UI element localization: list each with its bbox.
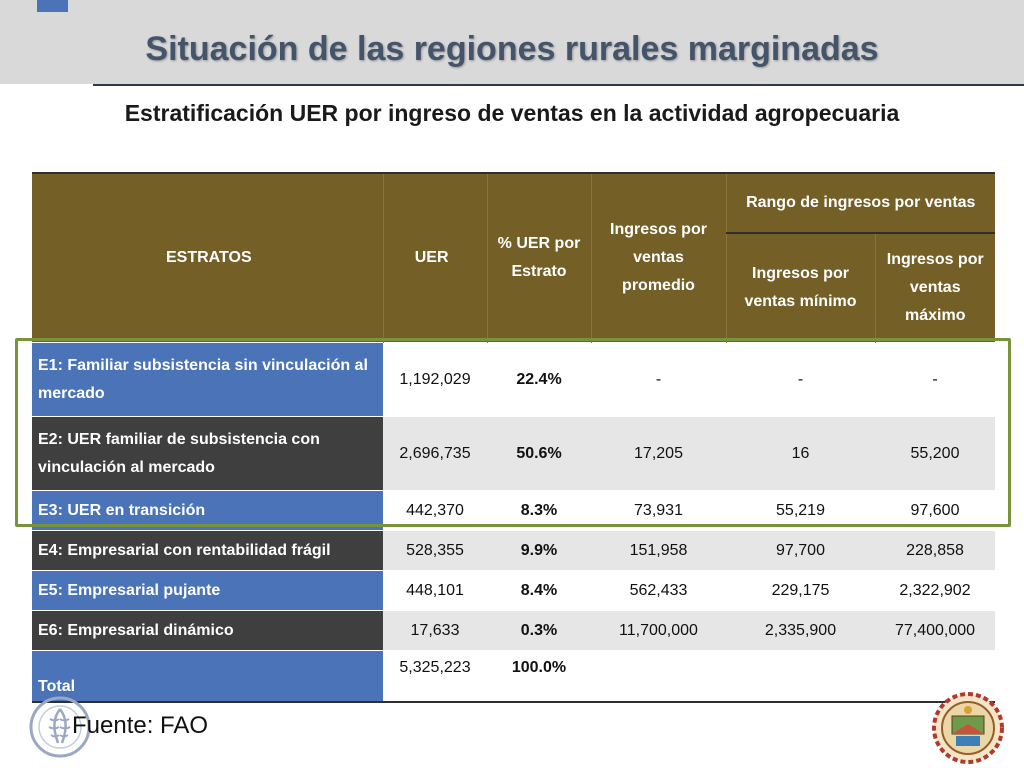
cell-pct: 50.6% [487, 416, 591, 491]
cell-max: 55,200 [875, 416, 996, 491]
row-label: E4: Empresarial con rentabilidad frágil [32, 530, 383, 571]
title-underline [93, 84, 1024, 86]
header-pct-uer: % UER por Estrato [487, 172, 592, 343]
cell-min: 229,175 [726, 570, 875, 611]
cell-min: 16 [726, 416, 875, 491]
cell-avg: 151,958 [591, 530, 726, 571]
strata-table: ESTRATOS UER % UER por Estrato Ingresos … [32, 172, 996, 703]
cell-pct: 22.4% [487, 342, 591, 417]
cell-max: 97,600 [875, 490, 996, 531]
cell-uer: 448,101 [383, 570, 487, 611]
header-min-income: Ingresos por ventas mínimo [726, 233, 876, 343]
source-note: Fuente: FAO [72, 712, 209, 739]
cell-uer: 2,696,735 [383, 416, 487, 491]
cell-min: 2,335,900 [726, 610, 875, 651]
cell-uer: 1,192,029 [383, 342, 487, 417]
header-max-income: Ingresos por ventas máximo [875, 233, 996, 343]
cell-avg: 17,205 [591, 416, 726, 491]
cell-pct: 8.3% [487, 490, 591, 531]
total-pct: 100.0% [487, 650, 591, 702]
total-empty-cell [875, 650, 996, 702]
slide-title: Situación de las regiones rurales margin… [145, 30, 879, 68]
table-row-total: Total 5,325,223 100.0% [32, 650, 996, 702]
cell-min: 97,700 [726, 530, 875, 571]
row-label: E1: Familiar subsistencia sin vinculació… [32, 342, 383, 417]
cell-avg: - [591, 342, 726, 417]
cell-pct: 8.4% [487, 570, 591, 611]
row-label: E3: UER en transición [32, 490, 383, 531]
total-uer: 5,325,223 [383, 650, 487, 702]
cell-avg: 73,931 [591, 490, 726, 531]
cell-avg: 11,700,000 [591, 610, 726, 651]
table-row: E4: Empresarial con rentabilidad frágil … [32, 530, 996, 571]
cell-uer: 528,355 [383, 530, 487, 571]
header-uer: UER [383, 172, 488, 343]
title-accent-bar [37, 0, 68, 12]
cell-max: 228,858 [875, 530, 996, 571]
row-label: E5: Empresarial pujante [32, 570, 383, 611]
table-row: E1: Familiar subsistencia sin vinculació… [32, 342, 996, 417]
cell-avg: 562,433 [591, 570, 726, 611]
total-empty-cell [591, 650, 726, 702]
cell-pct: 9.9% [487, 530, 591, 571]
total-empty-cell [726, 650, 875, 702]
cell-min: - [726, 342, 875, 417]
cell-uer: 17,633 [383, 610, 487, 651]
cell-uer: 442,370 [383, 490, 487, 531]
cell-max: 77,400,000 [875, 610, 996, 651]
row-label: E2: UER familiar de subsistencia con vin… [32, 416, 383, 491]
table-row: E6: Empresarial dinámico 17,633 0.3% 11,… [32, 610, 996, 651]
cell-max: - [875, 342, 996, 417]
municipal-seal-icon [932, 692, 1004, 764]
header-estratos: ESTRATOS [32, 172, 384, 343]
fao-logo-icon [29, 696, 91, 758]
row-label: E6: Empresarial dinámico [32, 610, 383, 651]
total-label: Total [32, 650, 383, 702]
cell-pct: 0.3% [487, 610, 591, 651]
cell-min: 55,219 [726, 490, 875, 531]
table-row: E2: UER familiar de subsistencia con vin… [32, 416, 996, 491]
table-row: E3: UER en transición 442,370 8.3% 73,93… [32, 490, 996, 531]
table-row: E5: Empresarial pujante 448,101 8.4% 562… [32, 570, 996, 611]
cell-max: 2,322,902 [875, 570, 996, 611]
slide-subtitle: Estratificación UER por ingreso de venta… [124, 100, 900, 126]
title-band [0, 0, 1024, 84]
header-avg-income: Ingresos por ventas promedio [591, 172, 727, 343]
header-income-range: Rango de ingresos por ventas [726, 172, 996, 234]
